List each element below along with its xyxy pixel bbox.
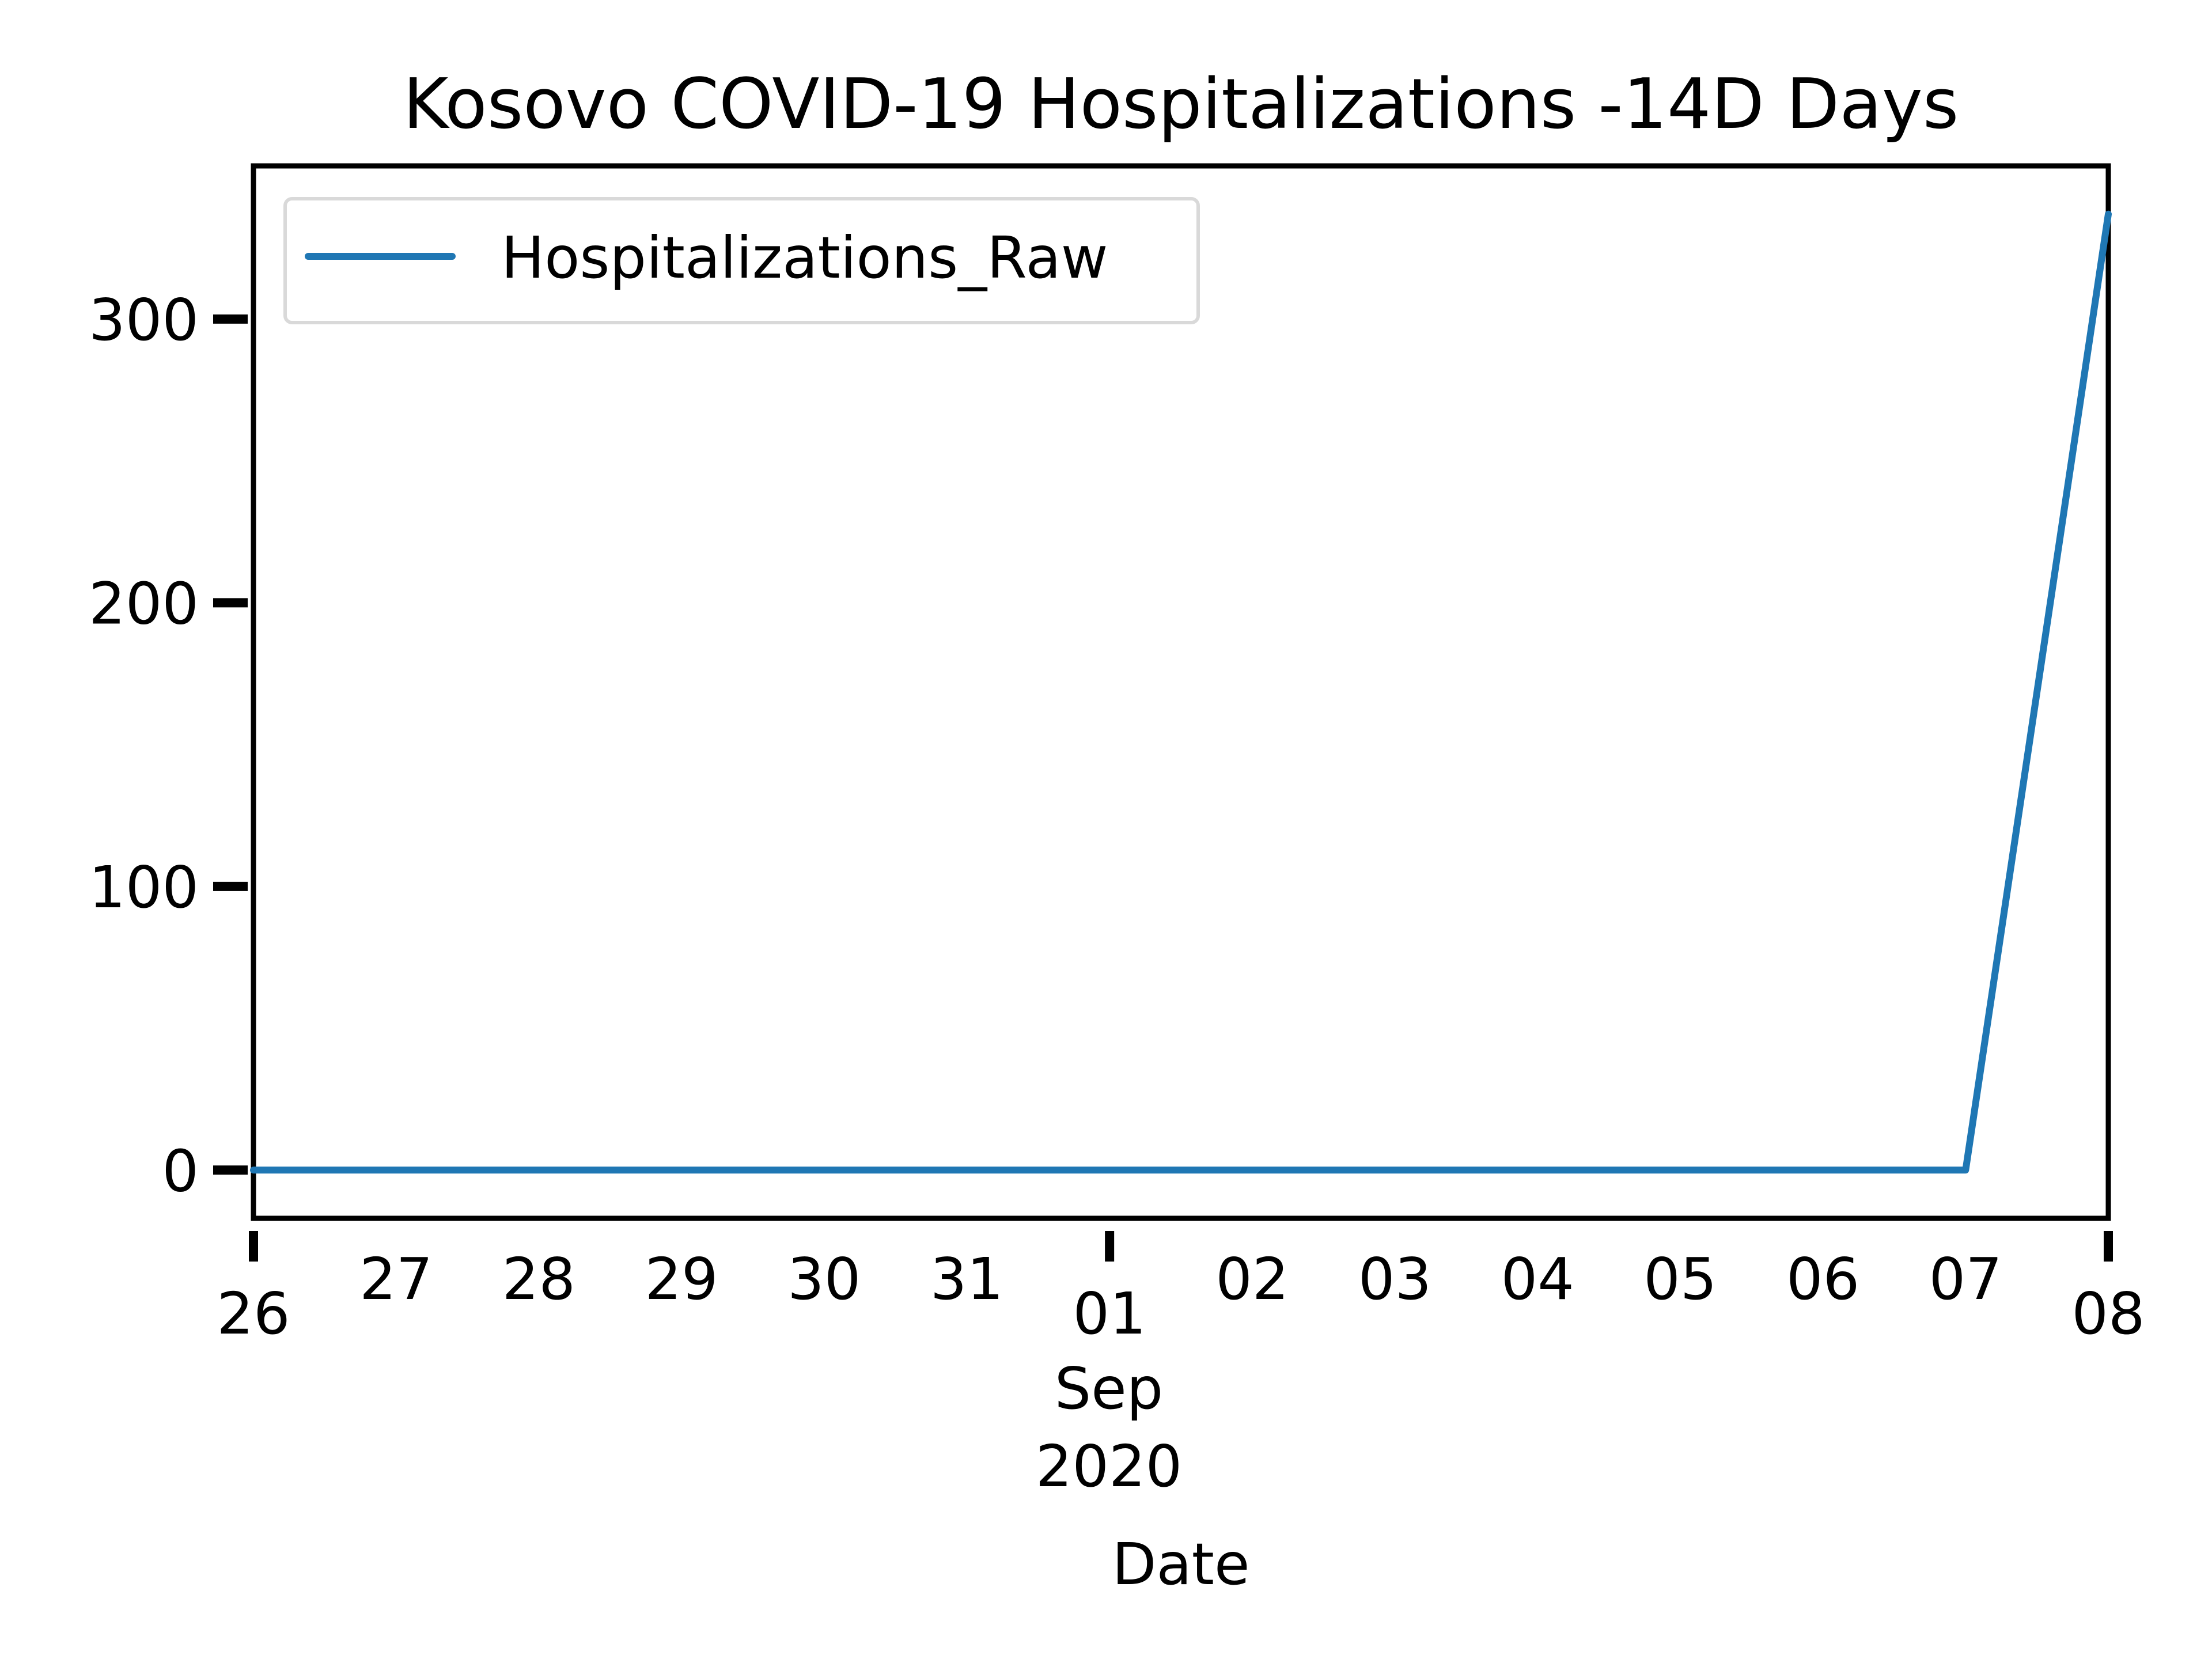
series-layer: [250, 210, 2112, 1174]
x-tick-label: 27: [359, 1245, 433, 1313]
x-tick-label: 08: [2071, 1280, 2145, 1347]
x-axis-label: Date: [1112, 1531, 1249, 1598]
y-tick-label: 0: [162, 1137, 199, 1205]
x-tick-label: 02: [1215, 1245, 1289, 1313]
x-tick-label: 04: [1501, 1245, 1574, 1313]
series-line-hospitalizations-raw: [250, 210, 2112, 1174]
y-tick-label: 300: [89, 286, 199, 354]
x-tick-label: 05: [1643, 1245, 1717, 1313]
x-tick-label: 26: [217, 1280, 290, 1347]
legend-box: [283, 197, 1200, 324]
x-tick-label: 07: [1929, 1245, 2002, 1313]
x-tick-label: 06: [1786, 1245, 1859, 1313]
x-axis-ticks: 26 27 28 29 30 31 01 02 03 04 05 06 07 08: [217, 1231, 2145, 1347]
x-tick-label: 31: [930, 1245, 1003, 1313]
x-tick-label: 30: [787, 1245, 861, 1313]
x-tick-label: 03: [1358, 1245, 1431, 1313]
y-tick-label: 200: [89, 570, 199, 637]
chart-title: Kosovo COVID-19 Hospitalizations -14D Da…: [403, 65, 1959, 145]
axes-frame: [251, 163, 2111, 1221]
y-axis-ticks: 0 100 200 300: [89, 286, 248, 1205]
x-axis-month-label: Sep: [1055, 1355, 1163, 1422]
legend: Hospitalizations_Raw: [283, 197, 1200, 324]
x-tick-label: 01: [1073, 1280, 1146, 1347]
x-tick-label: 28: [502, 1245, 575, 1313]
x-axis-year-label: 2020: [1036, 1433, 1183, 1500]
legend-label-hospitalizations-raw: Hospitalizations_Raw: [501, 224, 1108, 291]
y-tick-label: 100: [89, 854, 199, 921]
x-tick-label: 29: [645, 1245, 718, 1313]
